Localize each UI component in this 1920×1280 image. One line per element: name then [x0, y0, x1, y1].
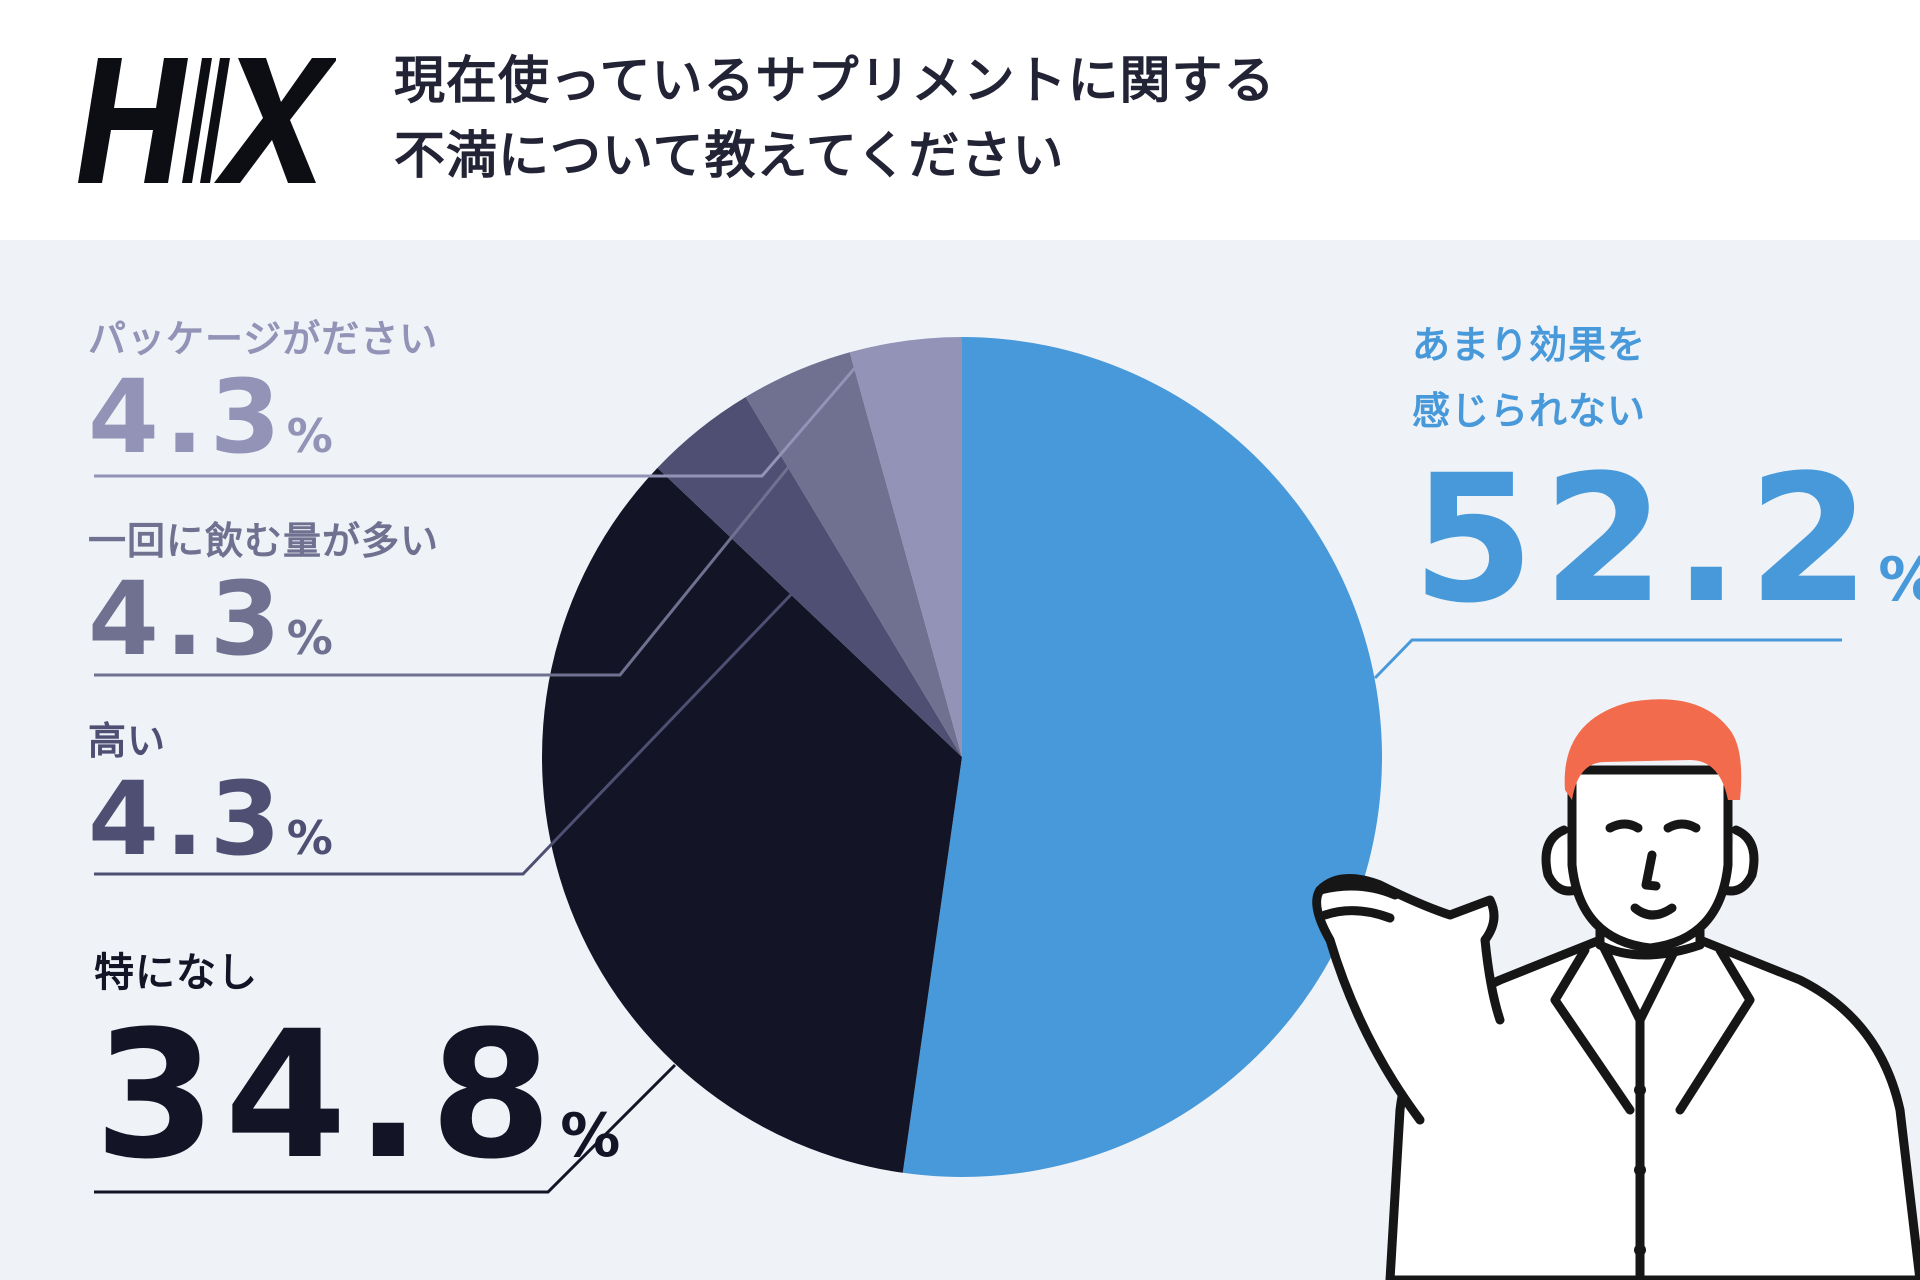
label-name-3: 一回に飲む量が多い: [88, 519, 440, 563]
value-0: 52.2: [1412, 437, 1879, 642]
value-2: 4.3: [88, 760, 287, 879]
value-1: 34.8: [94, 993, 561, 1198]
leader-line-0: [1373, 638, 1842, 680]
label-name-0-line-2: 感じられない: [1412, 389, 1647, 433]
pointing-man-illustration: [1312, 699, 1920, 1280]
label-slice-3: 一回に飲む量が多い 4.3%: [88, 518, 439, 676]
header: 現在使っているサプリメントに関する 不満について教えてください: [0, 0, 1920, 240]
pie-slice-1: [542, 467, 962, 1173]
leader-line-2: [94, 578, 807, 876]
label-name-4: パッケージがださい: [88, 317, 439, 361]
hair-shape: [1564, 699, 1742, 800]
unit-0: %: [1878, 545, 1920, 615]
title-line-1: 現在使っているサプリメントに関する: [394, 52, 1276, 111]
label-slice-0: あまり効果を 感じられない 52.2%: [1412, 312, 1920, 630]
page-title: 現在使っているサプリメントに関する 不満について教えてください: [394, 44, 1275, 194]
pie-slice-0: [902, 337, 1383, 1177]
unit-3: %: [286, 611, 333, 665]
leader-line-1: [94, 1063, 677, 1194]
unit-4: %: [286, 409, 333, 463]
value-4: 4.3: [88, 358, 287, 477]
label-slice-1: 特になし 34.8%: [94, 950, 620, 1186]
leader-line-4: [94, 361, 862, 478]
label-slice-4: パッケージがださい 4.3%: [88, 316, 438, 474]
hix-logo: [78, 58, 336, 183]
leader-line-3: [94, 384, 857, 677]
unit-2: %: [286, 811, 333, 865]
label-name-2: 高い: [88, 719, 167, 763]
label-name-1: 特になし: [94, 950, 258, 996]
title-line-2: 不満について教えてください: [394, 127, 1065, 186]
pie-slice-4: [849, 337, 962, 757]
label-slice-2: 高い 4.3%: [88, 718, 333, 876]
label-name-0-line-1: あまり効果を: [1412, 323, 1647, 367]
pie-slice-2: [657, 396, 962, 757]
value-3: 4.3: [88, 560, 287, 679]
unit-1: %: [560, 1101, 621, 1171]
